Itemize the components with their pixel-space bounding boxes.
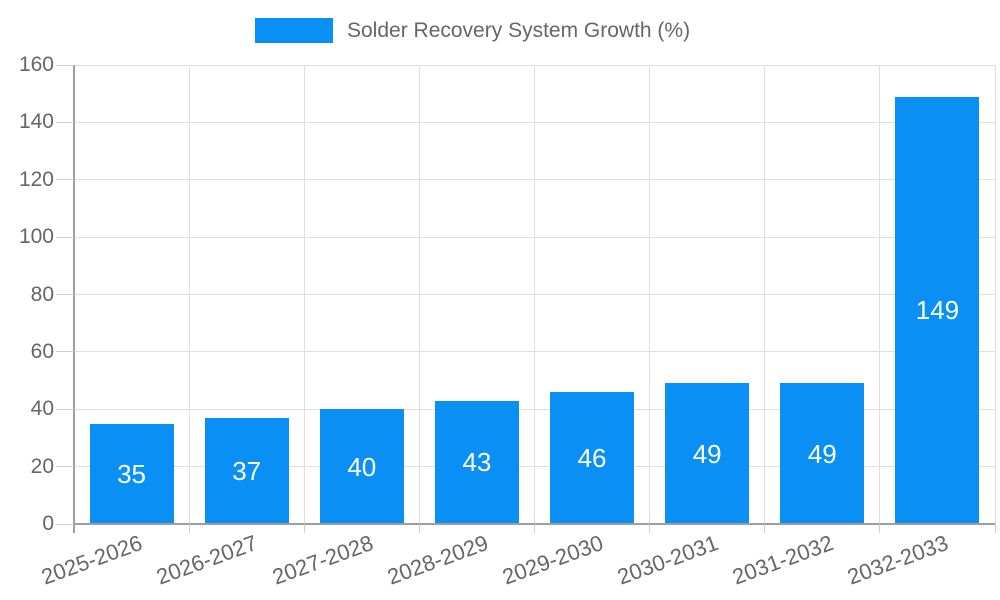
bar — [89, 423, 174, 524]
y-tick — [56, 408, 74, 410]
y-tick — [56, 351, 74, 353]
v-gridline — [764, 65, 766, 524]
y-tick — [56, 121, 74, 123]
bar-value-label: 49 — [807, 438, 837, 469]
bar — [550, 392, 635, 524]
y-tick-label: 40 — [30, 397, 54, 421]
x-tick-label: 2025-2026 — [38, 530, 146, 590]
bar-value-label: 35 — [117, 458, 147, 489]
v-gridline — [418, 65, 420, 524]
v-gridline — [188, 65, 190, 524]
v-gridline — [879, 65, 881, 524]
bar-value-label: 149 — [915, 295, 960, 326]
x-tick — [879, 524, 881, 533]
legend-label: Solder Recovery System Growth (%) — [347, 18, 691, 42]
y-axis-line — [73, 65, 75, 533]
x-tick — [418, 524, 420, 533]
x-tick-label: 2032-2033 — [844, 530, 952, 590]
y-tick-label: 60 — [30, 339, 54, 363]
v-gridline — [994, 65, 996, 524]
bar-value-label: 40 — [347, 451, 377, 482]
y-tick-label: 0 — [42, 512, 54, 535]
y-tick — [56, 523, 74, 525]
y-tick-label: 20 — [30, 454, 54, 478]
bar — [204, 417, 289, 524]
x-tick — [994, 524, 996, 533]
x-tick — [303, 524, 305, 533]
v-gridline — [303, 65, 305, 524]
bar-value-label: 49 — [692, 438, 722, 469]
y-tick-label: 120 — [18, 167, 54, 191]
y-tick-label: 140 — [18, 110, 54, 134]
x-tick-label: 2026-2027 — [153, 530, 261, 590]
y-tick — [56, 294, 74, 295]
y-tick-label: 160 — [18, 53, 54, 76]
bar-value-label: 43 — [462, 447, 492, 478]
y-tick — [56, 236, 74, 238]
bar — [895, 96, 980, 524]
bar-value-label: 37 — [232, 455, 262, 486]
x-tick — [764, 524, 766, 533]
x-tick-label: 2031-2032 — [729, 530, 837, 590]
y-tick — [56, 466, 74, 468]
bar — [319, 409, 404, 524]
x-tick — [649, 524, 651, 533]
x-tick-label: 2029-2030 — [498, 530, 607, 590]
legend[interactable]: Solder Recovery System Growth (%) — [255, 18, 690, 43]
bar-value-label: 46 — [577, 443, 607, 474]
v-gridline — [534, 65, 535, 524]
bar — [780, 383, 865, 524]
v-gridline — [649, 65, 651, 524]
y-tick-label: 100 — [18, 225, 54, 249]
legend-swatch — [255, 18, 333, 43]
y-tick-label: 80 — [30, 282, 54, 306]
bar — [665, 383, 750, 524]
x-tick-label: 2027-2028 — [268, 530, 377, 590]
x-tick — [188, 524, 190, 533]
bar — [434, 400, 519, 524]
x-tick-label: 2028-2029 — [383, 530, 492, 590]
y-tick — [56, 179, 74, 181]
x-tick-label: 2030-2031 — [613, 530, 722, 590]
x-tick — [534, 524, 535, 533]
y-tick — [56, 64, 74, 66]
